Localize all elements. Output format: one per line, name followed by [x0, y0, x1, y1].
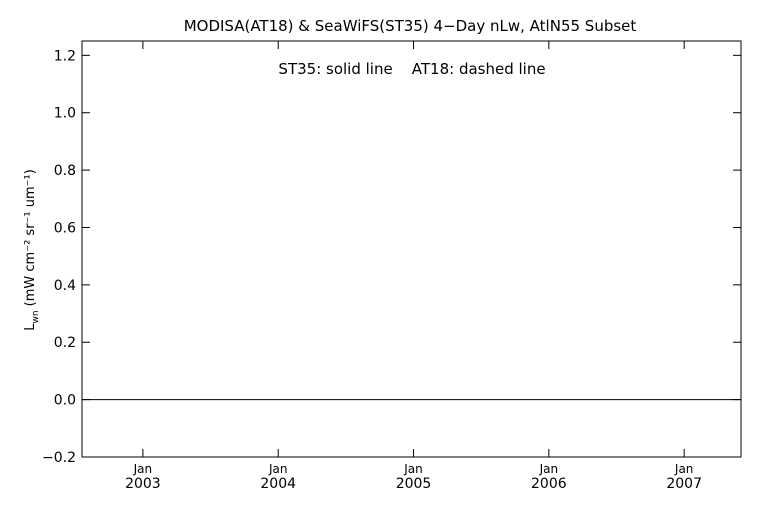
x-tick-label-month: Jan [268, 462, 288, 476]
x-tick-label-month: Jan [539, 462, 559, 476]
chart-annotation: ST35: solid line AT18: dashed line [278, 60, 545, 78]
plot-frame [81, 40, 742, 458]
x-tick-label-month: Jan [674, 462, 694, 476]
x-tick-label-year: 2003 [125, 476, 161, 492]
x-tick-label-year: 2007 [666, 476, 702, 492]
y-tick-label: 0.0 [54, 393, 76, 409]
y-tick-label: 0.6 [54, 220, 76, 236]
x-tick-label-year: 2004 [260, 476, 296, 492]
y-tick-label: 0.8 [54, 163, 76, 179]
x-tick-label-year: 2005 [396, 476, 432, 492]
x-tick-label-month: Jan [403, 462, 423, 476]
y-tick-label: 1.0 [54, 106, 76, 122]
y-axis-label: Lwn (mW cm⁻² sr⁻¹ um⁻¹) [23, 169, 41, 331]
x-tick-label-month: Jan [133, 462, 153, 476]
y-tick-label: −0.2 [42, 450, 76, 466]
y-tick-label: 1.2 [54, 48, 76, 64]
chart-title: MODISA(AT18) & SeaWiFS(ST35) 4−Day nLw, … [184, 17, 637, 35]
y-axis-label-sub: wn [31, 310, 41, 323]
y-axis-label-main: L [23, 323, 38, 331]
y-tick-label: 0.2 [54, 335, 76, 351]
y-tick-label: 0.4 [54, 278, 76, 294]
y-axis-label-units: (mW cm⁻² sr⁻¹ um⁻¹) [23, 169, 38, 306]
x-tick-label-year: 2006 [531, 476, 567, 492]
